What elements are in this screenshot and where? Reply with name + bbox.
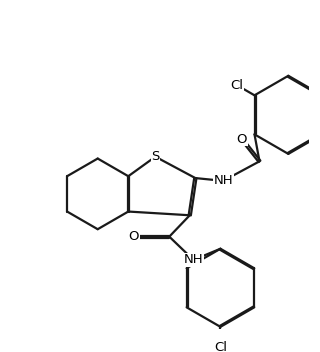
- Text: NH: NH: [213, 174, 233, 187]
- Text: Cl: Cl: [214, 341, 227, 352]
- Text: S: S: [151, 150, 160, 163]
- Text: NH: NH: [184, 253, 203, 266]
- Text: O: O: [236, 132, 247, 145]
- Text: Cl: Cl: [230, 78, 243, 92]
- Text: O: O: [129, 230, 139, 243]
